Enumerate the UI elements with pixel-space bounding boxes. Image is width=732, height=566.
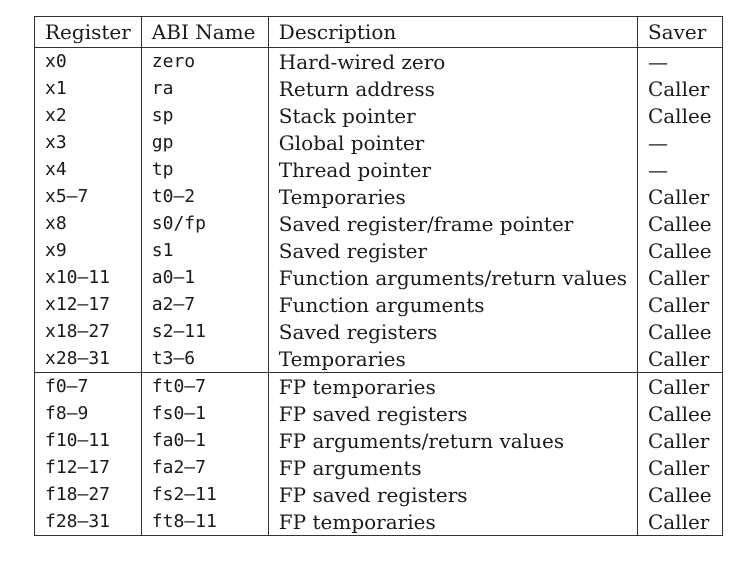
header-saver: Saver [636,16,723,48]
saver-cell: Callee [636,237,723,264]
register-cell: x18–27 [34,318,142,345]
table-row: x2 sp Stack pointer Callee [34,102,723,129]
register-cell: x2 [34,102,142,129]
register-cell: x3 [34,129,142,156]
register-abi-table: Register ABI Name Description Saver x0 ze… [34,16,723,536]
saver-cell: Caller [636,264,723,291]
saver-cell: — [636,47,723,75]
saver-cell: Caller [636,427,723,454]
table-row: x10–11 a0–1 Function arguments/return valu… [34,264,723,291]
abi-name-cell: a2–7 [140,291,269,318]
description-cell: Function arguments [267,291,638,318]
table-row: x8 s0/fp Saved register/frame pointer Calle… [34,210,723,237]
saver-cell: Callee [636,102,723,129]
saver-cell: — [636,129,723,156]
table-row: f28–31 ft8–11 FP temporaries Caller [34,508,723,536]
register-table-container: Register ABI Name Description Saver x0 ze… [34,16,723,536]
register-cell: x5–7 [34,183,142,210]
abi-name-cell: tp [140,156,269,183]
description-cell: FP saved registers [267,481,638,508]
abi-name-cell: gp [140,129,269,156]
description-cell: FP arguments [267,454,638,481]
register-cell: x1 [34,75,142,102]
abi-name-cell: s0/fp [140,210,269,237]
table-row: f10–11 fa0–1 FP arguments/return values Cal… [34,427,723,454]
description-cell: Saved register/frame pointer [267,210,638,237]
table-row: x9 s1 Saved register Callee [34,237,723,264]
table-row: f18–27 fs2–11 FP saved registers Callee [34,481,723,508]
saver-cell: Caller [636,508,723,536]
register-cell: f8–9 [34,400,142,427]
abi-name-cell: s1 [140,237,269,264]
abi-name-cell: fs2–11 [140,481,269,508]
abi-name-cell: zero [140,47,269,75]
register-cell: x28–31 [34,345,142,373]
table-row: f0–7 ft0–7 FP temporaries Caller [34,372,723,400]
abi-name-cell: t3–6 [140,345,269,373]
description-cell: Thread pointer [267,156,638,183]
register-cell: f10–11 [34,427,142,454]
abi-name-cell: fa0–1 [140,427,269,454]
description-cell: FP temporaries [267,508,638,536]
abi-name-cell: ft8–11 [140,508,269,536]
saver-cell: Caller [636,454,723,481]
description-cell: FP temporaries [267,372,638,400]
description-cell: Temporaries [267,183,638,210]
table-row: x3 gp Global pointer — [34,129,723,156]
description-cell: Saved registers [267,318,638,345]
saver-cell: — [636,156,723,183]
register-cell: x8 [34,210,142,237]
header-register: Register [34,16,142,48]
header-abi-name: ABI Name [140,16,269,48]
table-row: f8–9 fs0–1 FP saved registers Callee [34,400,723,427]
abi-name-cell: ft0–7 [140,372,269,400]
description-cell: Global pointer [267,129,638,156]
table-row: x4 tp Thread pointer — [34,156,723,183]
saver-cell: Callee [636,481,723,508]
table-row: x12–17 a2–7 Function arguments Caller [34,291,723,318]
saver-cell: Caller [636,183,723,210]
saver-cell: Callee [636,400,723,427]
saver-cell: Caller [636,345,723,373]
register-cell: f12–17 [34,454,142,481]
saver-cell: Callee [636,210,723,237]
description-cell: FP arguments/return values [267,427,638,454]
description-cell: FP saved registers [267,400,638,427]
integer-register-group: x0 zero Hard-wired zero — x1 ra Return address… [34,47,723,373]
table-row: f12–17 fa2–7 FP arguments Caller [34,454,723,481]
register-cell: x9 [34,237,142,264]
table-row: x5–7 t0–2 Temporaries Caller [34,183,723,210]
saver-cell: Caller [636,291,723,318]
description-cell: Stack pointer [267,102,638,129]
description-cell: Saved register [267,237,638,264]
saver-cell: Caller [636,75,723,102]
description-cell: Temporaries [267,345,638,373]
header-description: Description [267,16,638,48]
register-cell: x0 [34,47,142,75]
table-row: x1 ra Return address Caller [34,75,723,102]
table-row: x0 zero Hard-wired zero — [34,47,723,75]
description-cell: Return address [267,75,638,102]
register-cell: f18–27 [34,481,142,508]
abi-name-cell: a0–1 [140,264,269,291]
abi-name-cell: fa2–7 [140,454,269,481]
register-cell: f0–7 [34,372,142,400]
abi-name-cell: fs0–1 [140,400,269,427]
saver-cell: Callee [636,318,723,345]
register-cell: f28–31 [34,508,142,536]
abi-name-cell: t0–2 [140,183,269,210]
table-row: x18–27 s2–11 Saved registers Callee [34,318,723,345]
register-cell: x12–17 [34,291,142,318]
abi-name-cell: ra [140,75,269,102]
abi-name-cell: s2–11 [140,318,269,345]
table-row: x28–31 t3–6 Temporaries Caller [34,345,723,373]
description-cell: Hard-wired zero [267,47,638,75]
fp-register-group: f0–7 ft0–7 FP temporaries Caller f8–9 fs0–1 FP… [34,372,723,536]
abi-name-cell: sp [140,102,269,129]
saver-cell: Caller [636,372,723,400]
register-cell: x4 [34,156,142,183]
register-cell: x10–11 [34,264,142,291]
header-row: Register ABI Name Description Saver [34,16,723,48]
description-cell: Function arguments/return values [267,264,638,291]
